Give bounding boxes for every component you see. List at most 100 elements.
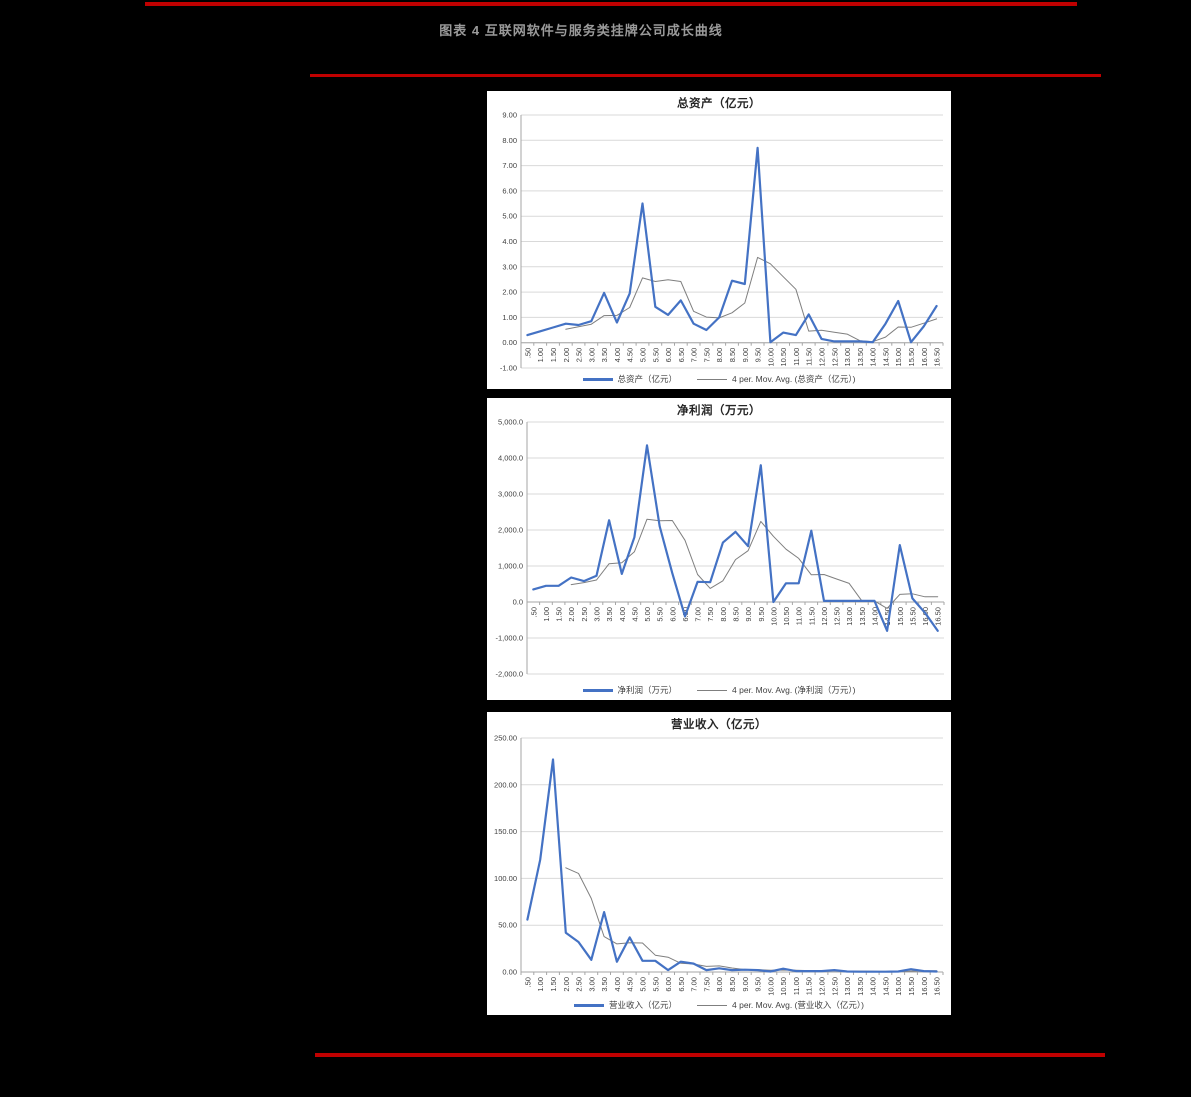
x-tick-label: 8.50	[732, 607, 741, 622]
x-tick-label: 14.00	[869, 977, 878, 996]
y-tick-label: 1.00	[502, 313, 517, 322]
x-tick-label: 7.50	[706, 607, 715, 622]
x-tick-label: 6.50	[677, 348, 686, 363]
x-tick-label: 7.00	[690, 977, 699, 992]
legend: 总资产（亿元） 4 per. Mov. Avg. (总资产（亿元）)	[487, 373, 951, 385]
x-tick-label: 6.00	[664, 977, 673, 992]
x-tick-label: 5.50	[656, 607, 665, 622]
x-tick-label: 12.50	[833, 607, 842, 626]
x-tick-label: 14.50	[882, 348, 891, 367]
net-profit-plot-area: 5,000.0 4,000.0 3,000.0 2,000.0 1,000.0 0.0 -1…	[495, 418, 945, 679]
y-tick-label: 2,000.0	[498, 526, 523, 535]
x-tick-label: 14.00	[871, 607, 880, 626]
x-tick-label: 8.00	[715, 977, 724, 992]
chart-operating-revenue: 250.00 200.00 150.00 100.00 50.00 0.00 .50 1.00…	[487, 712, 951, 1015]
legend: 净利润（万元） 4 per. Mov. Avg. (净利润（万元）)	[487, 684, 951, 696]
x-tick-label: 7.00	[690, 348, 699, 363]
y-tick-label: 1,000.0	[498, 562, 523, 571]
legend-label-series: 总资产（亿元）	[617, 374, 678, 384]
x-tick-label: 11.50	[805, 977, 814, 995]
moving-average-line-swatch	[697, 689, 728, 691]
x-tick-label: 11.50	[807, 607, 816, 625]
x-tick-label: .50	[523, 348, 532, 358]
x-tick-label: 15.50	[907, 977, 916, 996]
x-tick-label: 14.50	[883, 607, 892, 626]
legend-label-moving-average: 4 per. Mov. Avg. (营业收入（亿元）)	[732, 1000, 864, 1010]
x-tick-label: 1.00	[536, 977, 545, 992]
footer-divider-rule	[315, 1053, 1105, 1057]
x-tick-label: 12.50	[830, 348, 839, 367]
x-tick-label: 15.00	[894, 977, 903, 996]
x-tick-label: 9.00	[741, 977, 750, 992]
x-tick-label: 15.50	[907, 348, 916, 367]
x-tick-label: 9.50	[754, 348, 763, 363]
x-tick-label: 16.50	[933, 348, 942, 367]
x-tick-label: .50	[523, 977, 532, 987]
y-tick-label: 50.00	[498, 921, 517, 930]
x-tick-label: 11.00	[792, 348, 801, 366]
x-tick-label: .50	[529, 607, 538, 617]
x-tick-label: 1.00	[536, 348, 545, 363]
x-tick-label: 4.00	[613, 348, 622, 363]
series-line-swatch	[582, 688, 613, 692]
chart-title: 净利润（万元）	[677, 405, 761, 417]
y-tick-label: 4.00	[502, 237, 517, 246]
x-tick-label: 5.00	[639, 977, 648, 992]
chart-title: 总资产（亿元）	[677, 98, 761, 110]
y-tick-label: 3.00	[502, 262, 517, 271]
x-tick-label: 5.00	[639, 348, 648, 363]
x-tick-label: 7.00	[694, 607, 703, 622]
x-tick-label: 4.00	[613, 977, 622, 992]
x-tick-label: 2.50	[580, 607, 589, 622]
y-tick-label: 8.00	[502, 136, 517, 145]
y-tick-label: 7.00	[502, 161, 517, 170]
x-tick-label: 13.00	[845, 607, 854, 626]
x-tick-label: 10.00	[769, 607, 778, 626]
y-tick-label: 6.00	[502, 186, 517, 195]
y-tick-label: 200.00	[494, 780, 517, 789]
x-tick-label: 12.00	[818, 977, 827, 996]
y-tick-label: 9.00	[502, 111, 517, 120]
x-tick-label: 3.00	[587, 977, 596, 992]
header-divider-rule	[310, 74, 1101, 77]
y-tick-label: 3,000.0	[498, 490, 523, 499]
operating-revenue-plot-area: 250.00 200.00 150.00 100.00 50.00 0.00 .50 1.00…	[494, 734, 944, 996]
x-tick-label: 10.50	[779, 348, 788, 367]
x-tick-label: 12.50	[830, 977, 839, 996]
figure-title: 图表 4 互联网软件与服务类挂牌公司成长曲线	[439, 23, 723, 38]
x-tick-label: 2.00	[562, 977, 571, 992]
total-assets-plot-area: 9.00 8.00 7.00 6.00 5.00 4.00 3.00 2.00 1.00 0.00…	[500, 111, 944, 373]
x-tick-label: 16.00	[920, 977, 929, 996]
series-line	[532, 444, 939, 632]
x-tick-label: 16.00	[921, 607, 930, 626]
x-tick-label: 1.50	[549, 348, 558, 363]
x-tick-label: 1.00	[542, 607, 551, 622]
x-tick-label: 5.50	[651, 348, 660, 363]
x-tick-label: 3.00	[593, 607, 602, 622]
x-tick-label: 9.50	[757, 607, 766, 622]
x-tick-label: 3.50	[600, 348, 609, 363]
y-tick-label: 2.00	[502, 288, 517, 297]
x-tick-label: 16.50	[934, 607, 943, 626]
x-tick-label: 12.00	[820, 607, 829, 626]
x-tick-label: 2.00	[567, 607, 576, 622]
legend-label-series: 净利润（万元）	[617, 685, 678, 695]
y-tick-label: 0.00	[502, 968, 517, 977]
legend-label-moving-average: 4 per. Mov. Avg. (总资产（亿元）)	[732, 374, 856, 384]
x-tick-label: 16.00	[920, 348, 929, 367]
x-tick-label: 10.00	[766, 348, 775, 367]
x-tick-label: 13.50	[856, 348, 865, 367]
x-tick-label: 13.50	[858, 607, 867, 626]
y-tick-label: 5.00	[502, 212, 517, 221]
x-tick-label: 16.50	[933, 977, 942, 996]
x-tick-label: 11.00	[795, 607, 804, 625]
x-tick-label: 2.00	[562, 348, 571, 363]
x-tick-label: 8.00	[715, 348, 724, 363]
y-tick-label: 0.0	[513, 598, 523, 607]
x-tick-label: 5.00	[643, 607, 652, 622]
x-tick-label: 10.50	[779, 977, 788, 996]
y-tick-label: 100.00	[494, 874, 517, 883]
x-tick-label: 4.50	[626, 977, 635, 992]
top-divider-rule	[145, 2, 1077, 6]
x-tick-label: 1.50	[555, 607, 564, 622]
